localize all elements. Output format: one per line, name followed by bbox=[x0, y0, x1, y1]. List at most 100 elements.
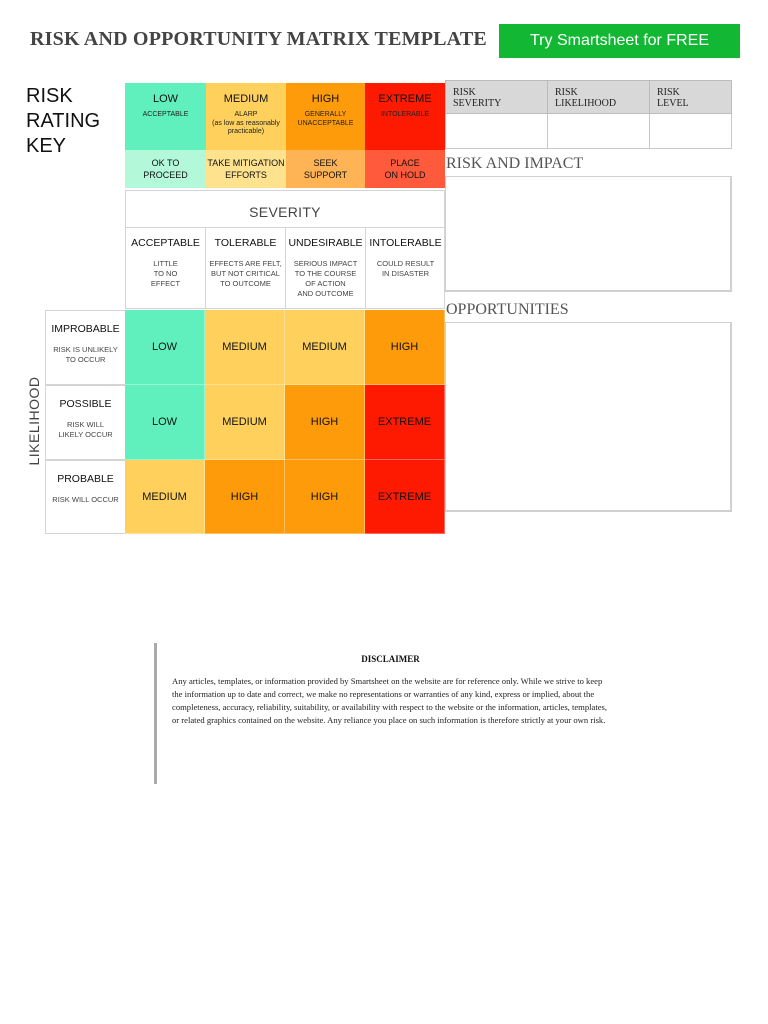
matrix-cell: MEDIUM bbox=[125, 460, 205, 534]
severity-col-label: ACCEPTABLE bbox=[131, 237, 200, 249]
action-line: PROCEED bbox=[143, 170, 188, 180]
header-line: RISK bbox=[555, 87, 578, 98]
severity-col-tolerable: TOLERABLE EFFECTS ARE FELT, BUT NOT CRIT… bbox=[205, 227, 285, 309]
likelihood-row-desc: RISK WILL OCCUR bbox=[46, 495, 125, 505]
desc-line: IN DISASTER bbox=[381, 269, 430, 278]
action-line: ON HOLD bbox=[384, 170, 426, 180]
severity-col-label: UNDESIRABLE bbox=[288, 237, 363, 249]
matrix-cell: EXTREME bbox=[365, 385, 445, 460]
severity-col-acceptable: ACCEPTABLE LITTLE TO NO EFFECT bbox=[125, 227, 205, 309]
matrix-cell: HIGH bbox=[365, 310, 445, 385]
desc-line: LIKELY OCCUR bbox=[58, 430, 113, 439]
key-level-extreme: EXTREME INTOLERABLE bbox=[365, 83, 445, 150]
likelihood-row-desc: RISK WILL LIKELY OCCUR bbox=[46, 420, 125, 440]
likelihood-row-desc: RISK IS UNLIKELY TO OCCUR bbox=[46, 345, 125, 365]
severity-col-undesirable: UNDESIRABLE SERIOUS IMPACT TO THE COURSE… bbox=[285, 227, 365, 309]
action-line: TAKE MITIGATION bbox=[207, 158, 285, 168]
table-header-likelihood: RISK LIKELIHOOD bbox=[547, 80, 650, 114]
disclaimer-title: DISCLAIMER bbox=[361, 654, 420, 664]
action-line: SUPPORT bbox=[303, 170, 348, 180]
page-title: RISK AND OPPORTUNITY MATRIX TEMPLATE bbox=[30, 28, 487, 50]
action-line: PLACE bbox=[390, 158, 420, 168]
opportunities-heading: OPPORTUNITIES bbox=[446, 301, 569, 318]
risk-impact-textbox[interactable] bbox=[445, 176, 732, 292]
severity-col-label: INTOLERABLE bbox=[369, 237, 442, 249]
severity-title: SEVERITY bbox=[249, 204, 321, 220]
matrix-cell: HIGH bbox=[285, 460, 365, 534]
matrix-cell: HIGH bbox=[205, 460, 285, 534]
matrix-cell: LOW bbox=[125, 385, 205, 460]
key-level-low: LOW ACCEPTABLE bbox=[125, 83, 206, 150]
level-input-cell[interactable] bbox=[649, 113, 732, 149]
likelihood-row-improbable: IMPROBABLE RISK IS UNLIKELY TO OCCUR bbox=[45, 310, 126, 385]
rating-key-title-line: KEY bbox=[26, 135, 67, 157]
severity-col-desc: COULD RESULT IN DISASTER bbox=[366, 259, 445, 279]
desc-line: UNACCEPTABLE bbox=[297, 119, 354, 127]
rating-key-title-line: RATING bbox=[26, 110, 101, 132]
key-level-label: HIGH bbox=[311, 93, 340, 105]
severity-col-desc: SERIOUS IMPACT TO THE COURSE OF ACTION A… bbox=[286, 259, 365, 299]
key-level-label: MEDIUM bbox=[223, 93, 269, 105]
likelihood-title: LIKELIHOOD bbox=[26, 376, 42, 466]
severity-col-desc: LITTLE TO NO EFFECT bbox=[126, 259, 205, 289]
likelihood-row-probable: PROBABLE RISK WILL OCCUR bbox=[45, 460, 126, 534]
matrix-cell: EXTREME bbox=[365, 460, 445, 534]
desc-line: BUT NOT CRITICAL bbox=[211, 269, 280, 278]
disclaimer-bar bbox=[154, 643, 157, 784]
header-line: LIKELIHOOD bbox=[555, 98, 617, 109]
desc-line: TO NO bbox=[153, 269, 178, 278]
severity-col-desc: EFFECTS ARE FELT, BUT NOT CRITICAL TO OU… bbox=[206, 259, 285, 289]
desc-line: AND OUTCOME bbox=[297, 289, 354, 298]
risk-summary-table: RISK SEVERITY RISK LIKELIHOOD RISK LEVEL bbox=[445, 80, 732, 149]
table-header-severity: RISK SEVERITY bbox=[445, 80, 548, 114]
key-level-medium: MEDIUM ALARP (as low as reasonably pract… bbox=[206, 83, 286, 150]
try-smartsheet-button[interactable]: Try Smartsheet for FREE bbox=[499, 24, 740, 58]
rating-key-title-line: RISK bbox=[26, 85, 73, 107]
desc-line: RISK WILL bbox=[66, 420, 105, 429]
desc-line: EFFECT bbox=[150, 279, 181, 288]
key-action-low: OK TO PROCEED bbox=[125, 150, 206, 188]
action-line: SEEK bbox=[313, 158, 338, 168]
desc-line: TO THE COURSE bbox=[294, 269, 357, 278]
key-level-label: LOW bbox=[152, 93, 179, 105]
desc-line: SERIOUS IMPACT bbox=[293, 259, 358, 268]
desc-line: OF ACTION bbox=[305, 279, 346, 288]
desc-line: TO OUTCOME bbox=[220, 279, 271, 288]
desc-line: (as low as reasonably bbox=[212, 119, 280, 127]
opportunities-textbox[interactable] bbox=[445, 322, 732, 512]
key-level-desc: ACCEPTABLE bbox=[142, 111, 189, 118]
header-line: RISK bbox=[453, 87, 476, 98]
header-line: SEVERITY bbox=[453, 98, 502, 109]
table-header-row: RISK SEVERITY RISK LIKELIHOOD RISK LEVEL bbox=[445, 80, 732, 114]
matrix-cell: MEDIUM bbox=[285, 310, 365, 385]
risk-impact-heading: RISK AND IMPACT bbox=[446, 155, 584, 172]
severity-input-cell[interactable] bbox=[445, 113, 548, 149]
likelihood-row-label: IMPROBABLE bbox=[51, 323, 120, 335]
key-level-desc: GENERALLY UNACCEPTABLE bbox=[298, 111, 354, 128]
matrix-cell: HIGH bbox=[285, 385, 365, 460]
rating-key-title: RISK RATING KEY bbox=[26, 84, 100, 159]
likelihood-input-cell[interactable] bbox=[547, 113, 650, 149]
desc-line: TO OCCUR bbox=[65, 355, 106, 364]
desc-line: GENERALLY bbox=[304, 111, 347, 118]
matrix-cell: LOW bbox=[125, 310, 205, 385]
header-line: LEVEL bbox=[657, 98, 689, 109]
action-line: EFFORTS bbox=[225, 170, 267, 180]
key-level-label: EXTREME bbox=[378, 93, 432, 105]
header-line: RISK bbox=[657, 87, 680, 98]
desc-line: RISK IS UNLIKELY bbox=[53, 345, 118, 354]
likelihood-row-label: PROBABLE bbox=[57, 473, 114, 485]
key-level-desc: INTOLERABLE bbox=[380, 111, 430, 118]
desc-line: ALARP bbox=[234, 111, 258, 118]
key-action-extreme: PLACE ON HOLD bbox=[365, 150, 445, 188]
key-level-desc: ALARP (as low as reasonably practicable) bbox=[212, 111, 280, 137]
disclaimer-body: Any articles, templates, or information … bbox=[172, 676, 608, 725]
likelihood-row-label: POSSIBLE bbox=[59, 398, 112, 410]
key-action-medium: TAKE MITIGATION EFFORTS bbox=[206, 150, 286, 188]
desc-line: EFFECTS ARE FELT, bbox=[209, 259, 282, 268]
key-level-high: HIGH GENERALLY UNACCEPTABLE bbox=[286, 83, 365, 150]
desc-line: LITTLE bbox=[153, 259, 178, 268]
key-action-high: SEEK SUPPORT bbox=[286, 150, 365, 188]
desc-line: practicable) bbox=[227, 128, 265, 135]
likelihood-row-possible: POSSIBLE RISK WILL LIKELY OCCUR bbox=[45, 385, 126, 460]
